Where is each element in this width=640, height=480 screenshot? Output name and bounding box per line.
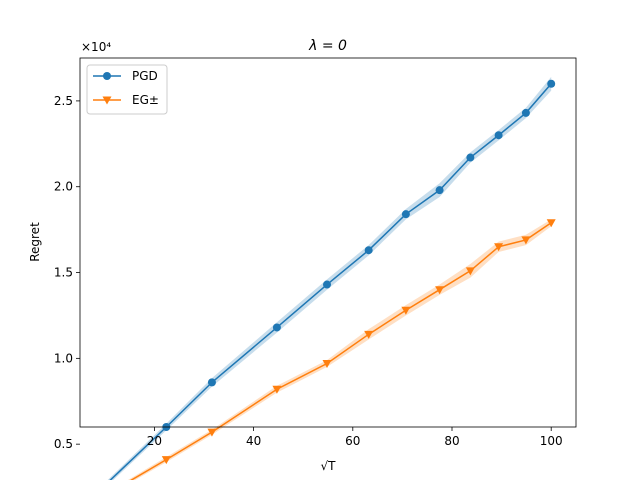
point-pgd <box>494 131 503 140</box>
point-pgd <box>547 79 556 88</box>
point-pgd <box>401 210 410 219</box>
point-eg <box>161 456 171 465</box>
point-eg <box>272 385 282 394</box>
point-pgd <box>435 186 444 195</box>
y-tick-label: 2.5 <box>54 94 73 108</box>
x-tick-label: 80 <box>444 434 459 448</box>
point-pgd <box>466 153 475 162</box>
legend-marker-eg <box>102 96 112 105</box>
series-lines <box>109 83 552 480</box>
point-eg <box>401 306 411 315</box>
band-pgd <box>107 76 552 480</box>
point-pgd <box>521 108 530 117</box>
plot-frame <box>79 57 577 428</box>
confidence-bands <box>107 76 552 480</box>
point-pgd <box>272 323 281 332</box>
y-tick-label: 2.0 <box>54 180 73 194</box>
point-pgd <box>364 246 373 255</box>
point-eg <box>546 219 556 228</box>
legend-label-eg: EG± <box>132 93 159 107</box>
y-axis-label: Regret <box>28 222 42 262</box>
point-eg <box>322 359 332 368</box>
x-tick-label: 40 <box>246 434 261 448</box>
point-eg <box>364 330 374 339</box>
chart-title: λ = 0 <box>308 38 347 54</box>
point-eg <box>494 243 504 252</box>
x-tick-label: 60 <box>345 434 360 448</box>
point-eg <box>465 267 475 276</box>
legend-marker-pgd <box>103 72 111 80</box>
x-tick-label: 20 <box>147 434 162 448</box>
point-eg <box>435 286 445 295</box>
line-eg <box>130 222 552 480</box>
point-eg <box>207 428 217 437</box>
x-tick-label: 100 <box>540 434 563 448</box>
line-pgd <box>109 83 552 480</box>
legend: PGD EG± <box>86 64 168 115</box>
series-markers <box>161 79 556 465</box>
band-eg <box>128 219 552 480</box>
y-tick-label: 0.5 <box>54 437 73 451</box>
y-axis-ticks: 0.5 1.0 1.5 2.0 2.5 <box>54 94 80 451</box>
y-tick-label: 1.0 <box>54 351 73 365</box>
legend-label-pgd: PGD <box>132 69 158 83</box>
point-eg <box>521 236 531 245</box>
point-pgd <box>323 280 332 289</box>
x-axis-ticks: 20 40 60 80 100 <box>147 427 563 448</box>
point-pgd <box>207 378 216 387</box>
x-axis-label: √T <box>321 459 337 473</box>
y-axis-scale-label: ×10⁴ <box>81 40 111 54</box>
y-tick-label: 1.5 <box>54 266 73 280</box>
